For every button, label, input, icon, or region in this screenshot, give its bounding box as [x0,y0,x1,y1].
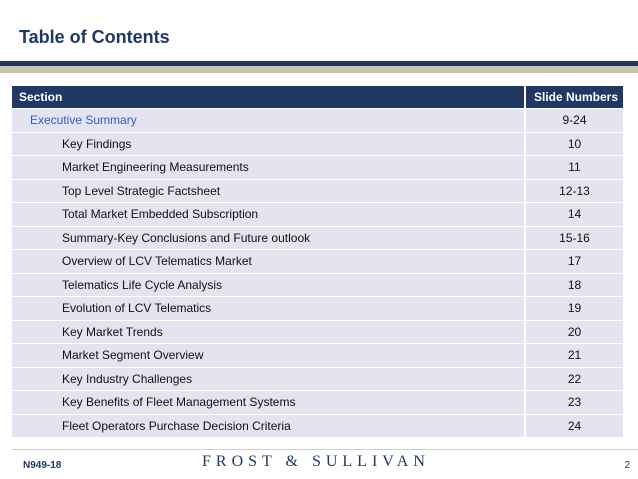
slide-number: 24 [526,414,623,437]
slide-number: 17 [526,250,623,273]
toc-table: Section Slide Numbers Executive Summary 9… [12,85,623,438]
section-label: Key Market Trends [12,320,526,343]
slide-number: 10 [526,132,623,155]
table-row: Fleet Operators Purchase Decision Criter… [12,414,623,437]
table-row: Overview of LCV Telematics Market 17 [12,250,623,273]
section-label: Summary-Key Conclusions and Future outlo… [12,226,526,249]
section-label: Evolution of LCV Telematics [12,297,526,320]
table-row: Telematics Life Cycle Analysis 18 [12,273,623,296]
slide-number: 18 [526,273,623,296]
slide-number: 9-24 [526,109,623,132]
slide-number: 21 [526,344,623,367]
section-label: Telematics Life Cycle Analysis [12,273,526,296]
section-label: Market Engineering Measurements [12,156,526,179]
table-header-row: Section Slide Numbers [12,86,623,108]
brand-logo: FROST & SULLIVAN [202,453,430,470]
table-row: Market Segment Overview 21 [12,344,623,367]
table-row: Key Benefits of Fleet Management Systems… [12,391,623,414]
header-section: Section [12,86,526,108]
table-row: Total Market Embedded Subscription 14 [12,203,623,226]
slide-number: 12-13 [526,179,623,202]
slide-number: 11 [526,156,623,179]
footer-rule [12,449,638,450]
section-link[interactable]: Executive Summary [12,109,526,132]
slide-number: 20 [526,320,623,343]
page-title: Table of Contents [19,27,170,47]
slide-number: 19 [526,297,623,320]
table-row[interactable]: Executive Summary 9-24 [12,109,623,132]
section-label: Overview of LCV Telematics Market [12,250,526,273]
table-row: Top Level Strategic Factsheet 12-13 [12,179,623,202]
section-label: Total Market Embedded Subscription [12,203,526,226]
section-label: Key Findings [12,132,526,155]
table-row: Summary-Key Conclusions and Future outlo… [12,226,623,249]
table-row: Key Industry Challenges 22 [12,367,623,390]
slide-number: 23 [526,391,623,414]
page-number: 2 [624,460,630,471]
table-row: Market Engineering Measurements 11 [12,156,623,179]
table-row: Key Market Trends 20 [12,320,623,343]
section-label: Key Industry Challenges [12,367,526,390]
section-label: Key Benefits of Fleet Management Systems [12,391,526,414]
slide-number: 15-16 [526,226,623,249]
table-row: Key Findings 10 [12,132,623,155]
slide-number: 14 [526,203,623,226]
section-label: Market Segment Overview [12,344,526,367]
slide-number: 22 [526,367,623,390]
section-label: Top Level Strategic Factsheet [12,179,526,202]
footer-code: N949-18 [23,460,62,471]
table-row: Evolution of LCV Telematics 19 [12,297,623,320]
header-band-khaki [0,66,638,73]
header-slide-numbers: Slide Numbers [526,86,623,108]
section-label: Fleet Operators Purchase Decision Criter… [12,414,526,437]
header-band-navy [0,61,638,66]
